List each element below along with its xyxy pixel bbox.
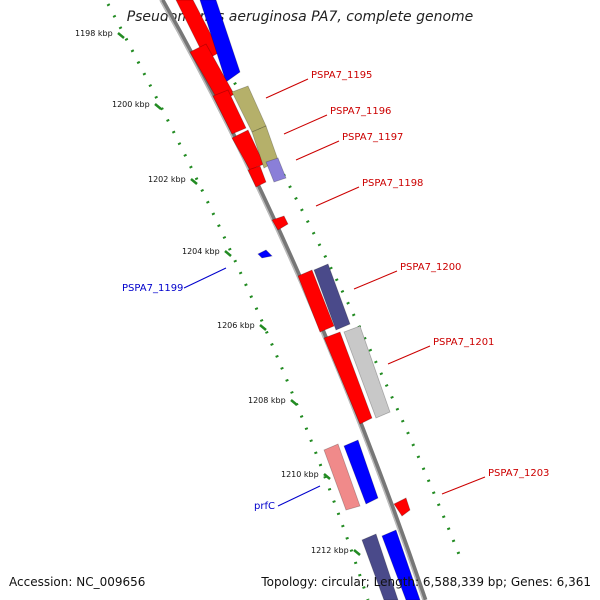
gene-label-5[interactable]: PSPA7_1201 (433, 337, 494, 348)
gene-label-leader-4 (353, 270, 398, 290)
gene-arrow-red-5[interactable] (247, 165, 267, 188)
tick-mark-7 (353, 549, 361, 556)
gene-arrow-lavender-1[interactable] (265, 157, 287, 183)
gene-label-leader-0 (265, 78, 309, 99)
gene-label-leader-5 (387, 345, 431, 365)
gene-arrow-slate-1[interactable] (313, 263, 351, 331)
tick-mark-2 (190, 178, 198, 185)
tick-label-2: 1202 kbp (148, 175, 186, 184)
genome-backbone (159, 0, 428, 600)
tick-label-4: 1206 kbp (217, 321, 255, 330)
gene-label-8[interactable]: prfC (254, 501, 275, 512)
accession-text: Accession: NC_009656 (9, 575, 146, 589)
gene-label-6[interactable]: PSPA7_1203 (488, 468, 549, 479)
gene-label-2[interactable]: PSPA7_1197 (342, 132, 403, 143)
gene-label-4[interactable]: PSPA7_1200 (400, 262, 461, 273)
tick-mark-5 (290, 399, 298, 406)
tick-label-7: 1212 kbp (311, 546, 349, 555)
gene-label-0[interactable]: PSPA7_1195 (311, 70, 372, 81)
tick-label-1: 1200 kbp (112, 100, 150, 109)
gene-arrow-red-7[interactable] (297, 269, 335, 333)
gene-label-leader-8 (277, 485, 321, 507)
gene-arrow-red-8[interactable] (323, 331, 373, 425)
tick-mark-4 (259, 324, 267, 331)
gene-arrow-red-3[interactable] (212, 89, 247, 135)
gene-arrow-pink-1[interactable] (323, 443, 361, 511)
gene-arrow-blue-1[interactable] (199, 0, 241, 83)
gene-label-1[interactable]: PSPA7_1196 (330, 106, 391, 117)
tick-mark-6 (323, 473, 331, 480)
gene-label-leader-7 (183, 267, 227, 289)
gene-arrow-blue-3[interactable] (343, 439, 379, 505)
tick-label-0: 1198 kbp (75, 29, 113, 38)
gene-arrow-blue-4[interactable] (381, 529, 421, 600)
genome-summary-text: Topology: circular; Length: 6,588,339 bp… (261, 575, 591, 589)
gene-label-leader-3 (315, 186, 360, 207)
gene-arrow-grey-1[interactable] (343, 325, 391, 419)
gene-arrow-blue-2[interactable] (257, 249, 273, 259)
gene-arrow-red-6[interactable] (271, 215, 289, 231)
tick-mark-0 (117, 32, 125, 39)
gene-label-leader-1 (283, 114, 328, 135)
tick-label-3: 1204 kbp (182, 247, 220, 256)
tick-label-6: 1210 kbp (281, 470, 319, 479)
genome-backbone-highlight (159, 0, 424, 600)
gene-arrow-red-9[interactable] (393, 497, 411, 517)
gene-arrow-slate-2[interactable] (361, 533, 399, 600)
tick-label-5: 1208 kbp (248, 396, 286, 405)
gene-label-leader-6 (441, 476, 486, 495)
tick-mark-3 (224, 250, 232, 257)
tick-mark-1 (154, 103, 162, 110)
gene-label-leader-2 (295, 140, 340, 161)
tick-ring-inner (106, 3, 370, 600)
gene-label-7[interactable]: PSPA7_1199 (122, 283, 183, 294)
gene-label-3[interactable]: PSPA7_1198 (362, 178, 423, 189)
